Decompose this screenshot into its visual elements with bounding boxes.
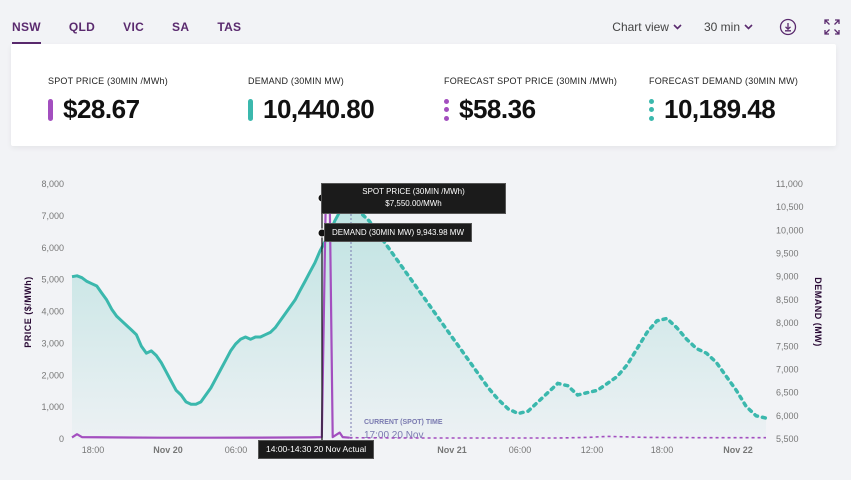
summary-card-label: SPOT PRICE (30MIN /MWh)	[48, 76, 168, 86]
x-tick-label: 18:00	[651, 445, 674, 455]
summary-card-value: $58.36	[459, 94, 536, 124]
x-tick-label: Nov 21	[437, 445, 467, 455]
summary-card-value: 10,440.80	[263, 94, 375, 124]
y-left-tick-label: 5,000	[41, 275, 64, 285]
y-left-tick-label: 8,000	[41, 179, 64, 189]
summary-card-label: DEMAND (30MIN MW)	[248, 76, 344, 86]
y-right-axis-title: DEMAND (MW)	[813, 277, 823, 346]
y-left-axis-title: PRICE ($/MWh)	[23, 276, 33, 348]
summary-card: FORECAST SPOT PRICE (30MIN /MWh) $58.36	[444, 76, 617, 125]
price-actual-line	[71, 197, 350, 439]
tab-vic[interactable]: VIC	[123, 20, 145, 34]
current-time-value: 17:00 20 Nov	[364, 430, 424, 441]
y-right-tick-label: 9,000	[776, 272, 799, 282]
y-left-tick-label: 0	[59, 434, 64, 444]
top-bar: NSW QLD VIC SA TAS Chart view 30 min	[0, 0, 851, 44]
summary-card: DEMAND (30MIN MW) 10,440.80	[248, 76, 375, 125]
y-right-tick-label: 9,500	[776, 249, 799, 259]
download-button[interactable]	[779, 18, 797, 36]
time-tooltip-text: 14:00-14:30 20 Nov Actual	[266, 444, 367, 454]
current-time-label: CURRENT (SPOT) TIME	[364, 419, 443, 426]
y-right-tick-label: 5,500	[776, 434, 799, 444]
summary-card-value: $28.67	[63, 94, 140, 124]
tab-nsw[interactable]: NSW	[12, 20, 41, 44]
x-tick-label: Nov 20	[153, 445, 183, 455]
series-marker	[248, 98, 253, 121]
x-tick-label: 06:00	[509, 445, 532, 455]
price-tooltip-title: SPOT PRICE (30MIN /MWh)	[362, 187, 465, 196]
interval-dropdown[interactable]: 30 min	[704, 20, 753, 34]
x-tick-label: 12:00	[581, 445, 604, 455]
demand-tooltip-text: DEMAND (30MIN MW) 9,943.98 MW	[332, 228, 465, 237]
tab-qld[interactable]: QLD	[68, 20, 96, 34]
series-marker	[48, 98, 53, 121]
interval-label: 30 min	[703, 20, 740, 34]
price-forecast-line	[349, 435, 766, 439]
demand-tooltip: DEMAND (30MIN MW) 9,943.98 MW	[324, 223, 473, 242]
y-right-tick-label: 8,000	[776, 318, 799, 328]
time-tooltip: 14:00-14:30 20 Nov Actual	[258, 440, 375, 459]
y-left-tick-label: 3,000	[41, 338, 64, 348]
series-marker	[649, 98, 654, 121]
x-tick-label: 06:00	[225, 445, 248, 455]
y-left-tick-label: 1,000	[41, 402, 64, 412]
y-right-tick-label: 10,500	[776, 202, 804, 212]
summary-card-value: 10,189.48	[664, 94, 776, 124]
summary-card-label: FORECAST SPOT PRICE (30MIN /MWh)	[444, 76, 618, 86]
summary-card: SPOT PRICE (30MIN /MWh) $28.67	[48, 76, 168, 125]
price-tooltip-value: $7,550.00/MWh	[385, 199, 442, 208]
region-tabs: NSW QLD VIC SA TAS	[12, 20, 269, 44]
y-right-tick-label: 7,500	[776, 341, 799, 351]
y-left-tick-label: 7,000	[41, 211, 64, 221]
y-right-tick-label: 7,000	[776, 364, 799, 374]
tab-tas[interactable]: TAS	[217, 20, 242, 34]
y-left-tick-label: 4,000	[41, 307, 64, 317]
y-right-tick-label: 10,000	[776, 225, 804, 235]
chevron-down-icon	[673, 22, 682, 32]
summary-card: FORECAST DEMAND (30MIN MW) 10,189.48	[649, 76, 798, 125]
price-tooltip: SPOT PRICE (30MIN /MWh) $7,550.00/MWh	[321, 183, 506, 214]
y-right-tick-label: 6,000	[776, 411, 799, 421]
chart-view-label: Chart view	[612, 20, 669, 34]
chart-controls: Chart view 30 min	[590, 18, 841, 36]
demand-area	[72, 205, 766, 439]
download-icon	[779, 18, 797, 36]
y-right-tick-label: 6,500	[776, 388, 799, 398]
tab-sa[interactable]: SA	[172, 20, 190, 34]
y-right-tick-label: 11,000	[776, 179, 803, 189]
chart-view-dropdown[interactable]: Chart view	[612, 20, 682, 34]
series-marker	[444, 98, 449, 121]
demand-actual-line	[71, 204, 351, 406]
summary-cards: SPOT PRICE (30MIN /MWh) $28.67 DEMAND (30M…	[11, 44, 836, 146]
demand-forecast-line	[347, 204, 768, 420]
x-tick-label: 18:00	[82, 445, 105, 455]
fullscreen-icon	[824, 19, 840, 35]
chevron-down-icon	[744, 22, 753, 32]
y-right-tick-label: 8,500	[776, 295, 799, 305]
y-left-tick-label: 6,000	[41, 243, 64, 253]
fullscreen-button[interactable]	[823, 18, 841, 36]
summary-card-label: FORECAST DEMAND (30MIN MW)	[649, 76, 799, 86]
x-tick-label: Nov 22	[723, 445, 753, 455]
y-left-tick-label: 2,000	[41, 370, 64, 380]
